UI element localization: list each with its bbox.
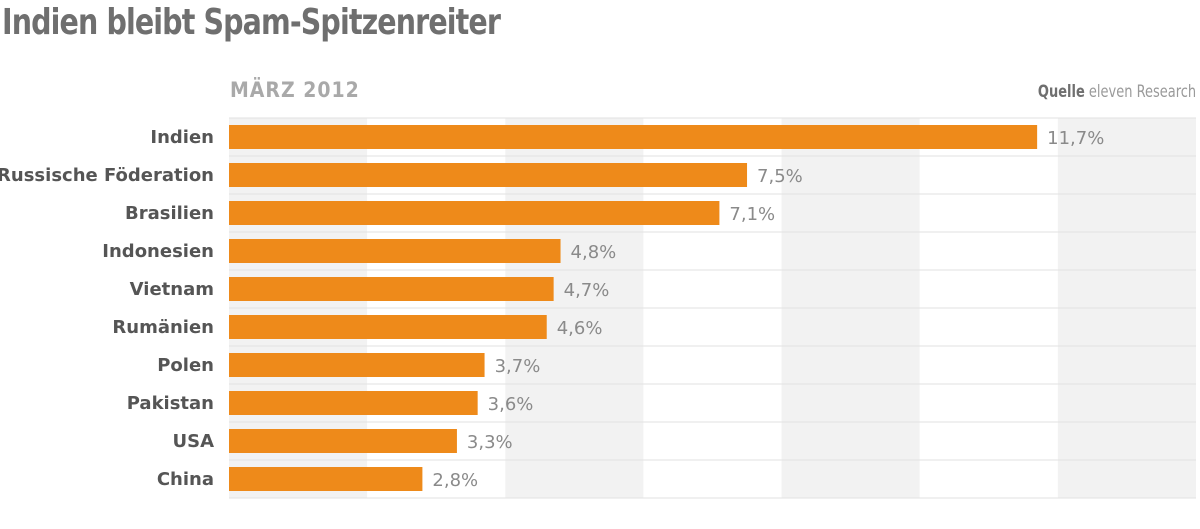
data-label: 4,8% [571, 242, 617, 263]
source-name: eleven Research [1088, 82, 1196, 102]
bar [229, 239, 561, 263]
data-label: 3,7% [495, 356, 541, 377]
source-note: Quelle eleven Research [1038, 82, 1196, 102]
data-label: 3,3% [467, 432, 513, 453]
bar [229, 125, 1038, 149]
data-label: 3,6% [488, 394, 534, 415]
category-label: Polen [157, 355, 214, 376]
data-label: 11,7% [1047, 128, 1104, 149]
bar [229, 467, 423, 491]
category-label: Indonesien [102, 241, 214, 262]
data-label: 7,1% [729, 204, 775, 225]
data-label: 7,5% [757, 166, 803, 187]
source-label: Quelle [1037, 82, 1085, 102]
data-label: 4,6% [557, 318, 603, 339]
category-label: China [157, 469, 214, 490]
category-label: Pakistan [127, 393, 214, 414]
bar [229, 429, 457, 453]
chart-title: Indien bleibt Spam-Spitzenreiter [2, 2, 501, 43]
data-label: 4,7% [564, 280, 610, 301]
category-label: USA [172, 431, 214, 452]
category-label: Brasilien [125, 203, 214, 224]
category-label: Indien [150, 127, 214, 148]
bar [229, 277, 554, 301]
bar [229, 353, 485, 377]
category-label: Vietnam [130, 279, 214, 300]
category-label: Rumänien [112, 317, 214, 338]
bar [229, 163, 748, 187]
category-label: Russische Föderation [0, 165, 214, 186]
data-label: 2,8% [432, 470, 478, 491]
bar [229, 201, 720, 225]
chart-subtitle: MÄRZ 2012 [230, 78, 360, 102]
bar [229, 391, 478, 415]
bar [229, 315, 547, 339]
